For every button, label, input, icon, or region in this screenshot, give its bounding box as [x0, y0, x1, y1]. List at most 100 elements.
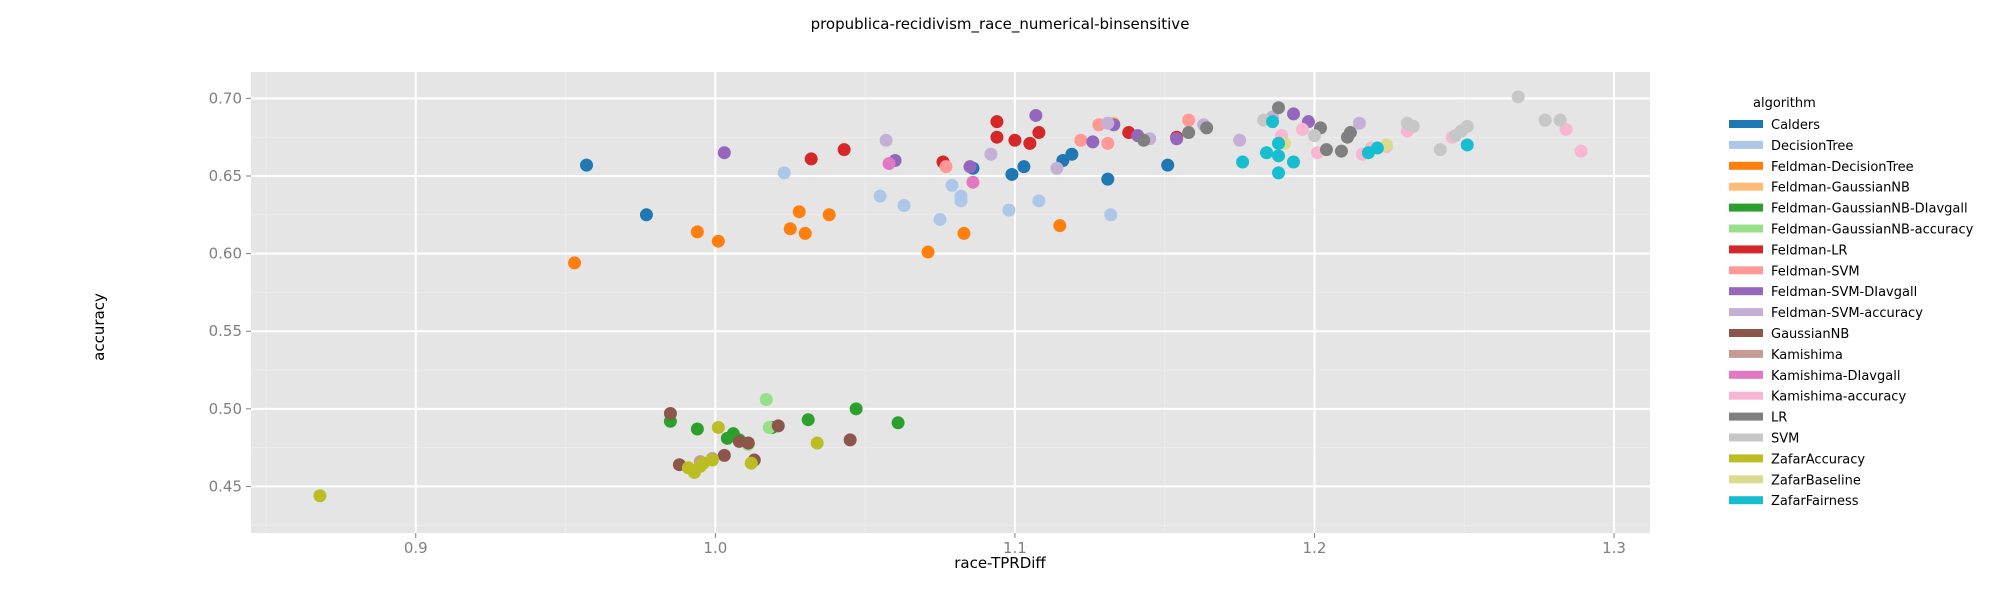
data-point [933, 212, 947, 226]
data-point [1170, 132, 1184, 146]
data-point [1553, 113, 1567, 127]
legend-key [1729, 370, 1763, 379]
data-point [954, 194, 968, 208]
data-point [1008, 133, 1022, 147]
legend-key [1729, 287, 1763, 296]
data-point [717, 448, 731, 462]
data-point [837, 143, 851, 157]
data-point [882, 157, 896, 171]
data-point [921, 245, 935, 259]
legend-label: ZafarFairness [1771, 494, 1859, 509]
data-point [966, 175, 980, 189]
plot-panel [251, 72, 1650, 533]
legend-label: DecisionTree [1771, 139, 1853, 154]
y-axis-label: accuracy [90, 293, 108, 361]
legend-label: Feldman-LR [1771, 243, 1847, 258]
data-point [1086, 135, 1100, 149]
legend-key [1729, 496, 1763, 505]
data-point [711, 420, 725, 434]
legend-label: Feldman-GaussianNB [1771, 181, 1910, 196]
data-point [1287, 155, 1301, 169]
data-point [1161, 158, 1175, 172]
data-points [313, 90, 1588, 503]
legend-label: Feldman-SVM-accuracy [1771, 306, 1923, 321]
y-tick-label: 0.65 [209, 167, 242, 185]
data-point [1272, 136, 1286, 150]
data-point [1200, 121, 1214, 135]
data-point [810, 436, 824, 450]
data-point [1370, 141, 1384, 155]
data-point [1559, 122, 1573, 136]
data-point [313, 489, 327, 503]
data-point [690, 422, 704, 436]
data-point [1101, 136, 1115, 150]
legend-key [1729, 203, 1763, 212]
legend-key [1729, 266, 1763, 275]
data-point [798, 226, 812, 240]
legend-key [1729, 391, 1763, 400]
data-point [744, 456, 758, 470]
data-point [957, 226, 971, 240]
legend-label: Kamishima-DIavgall [1771, 369, 1900, 384]
legend-label: ZafarBaseline [1771, 473, 1861, 488]
data-point [1050, 161, 1064, 175]
data-point [1433, 143, 1447, 157]
data-point [1182, 126, 1196, 140]
data-point [843, 433, 857, 447]
x-tick-label: 1.0 [703, 539, 727, 557]
data-point [1266, 115, 1280, 129]
chart-title: propublica-recidivism_race_numerical-bin… [811, 15, 1190, 34]
data-point [897, 198, 911, 212]
data-point [1319, 143, 1333, 157]
data-point [1307, 129, 1321, 143]
data-point [873, 189, 887, 203]
data-point [1406, 119, 1420, 133]
data-point [1334, 144, 1348, 158]
legend-label: Kamishima [1771, 348, 1843, 363]
data-point [741, 436, 755, 450]
data-point [568, 256, 582, 270]
data-point [1538, 113, 1552, 127]
data-point [963, 160, 977, 174]
x-tick-label: 1.3 [1602, 539, 1626, 557]
data-point [945, 178, 959, 192]
y-tick-label: 0.55 [209, 322, 242, 340]
data-point [1272, 149, 1286, 163]
data-point [1029, 108, 1043, 122]
legend-key [1729, 475, 1763, 484]
data-point [1574, 144, 1588, 158]
x-axis-ticks: 0.9 1.0 1.1 1.2 1.3 [404, 533, 1626, 557]
data-point [849, 402, 863, 416]
data-point [1101, 172, 1115, 186]
data-point [717, 146, 731, 160]
data-point [879, 133, 893, 147]
legend-label: GaussianNB [1771, 327, 1849, 342]
data-point [783, 222, 797, 236]
x-axis-label: race-TPRDiff [954, 554, 1046, 572]
data-point [580, 158, 594, 172]
data-point [771, 419, 785, 433]
major-grid [251, 72, 1650, 533]
y-tick-label: 0.60 [209, 245, 242, 263]
minor-grid [251, 72, 1650, 533]
legend-label: ZafarAccuracy [1771, 452, 1865, 467]
legend-label: Feldman-SVM [1771, 264, 1860, 279]
data-point [1065, 147, 1079, 161]
data-point [711, 234, 725, 248]
legend-key [1729, 433, 1763, 442]
data-point [663, 406, 677, 420]
data-point [1182, 113, 1196, 127]
data-point [1352, 116, 1366, 130]
data-point [990, 130, 1004, 144]
data-point [891, 416, 905, 430]
data-point [1005, 167, 1019, 181]
data-point [1511, 90, 1525, 104]
data-point [1053, 219, 1067, 233]
legend-label: Feldman-SVM-DIavgall [1771, 285, 1917, 300]
data-point [1074, 133, 1088, 147]
legend-key [1729, 120, 1763, 128]
x-tick-label: 0.9 [404, 539, 428, 557]
data-point [1272, 166, 1286, 180]
y-tick-label: 0.50 [209, 400, 242, 418]
